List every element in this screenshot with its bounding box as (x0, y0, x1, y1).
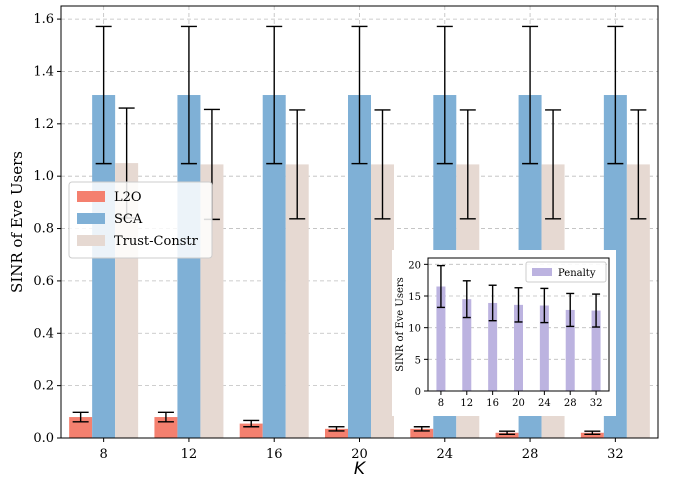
errorbar-sca-24 (436, 25, 453, 165)
x-tick-label: 16 (486, 398, 499, 409)
bar-penalty-20 (514, 304, 523, 391)
errorbar-l2o-12 (157, 411, 174, 423)
y-tick-label: 5 (415, 355, 421, 366)
inset-legend-swatch (532, 268, 552, 276)
errorbar-penalty-24 (540, 287, 549, 324)
y-tick-label: 1.0 (33, 169, 54, 184)
y-tick-label: 1.2 (33, 117, 54, 132)
x-tick-label: 12 (181, 447, 198, 462)
errorbar-l2o-16 (243, 419, 260, 428)
x-tick-label: 12 (460, 398, 473, 409)
errorbar-trust-constr-32 (630, 109, 647, 220)
errorbar-trust-constr-24 (459, 109, 476, 220)
inset-legend-box (525, 261, 607, 283)
y-tick-label: 10 (408, 324, 421, 335)
inset-x-ticks: 8 12 16 20 24 28 32 (438, 391, 603, 409)
main-y-axis-label: SINR of Eve Users (8, 151, 26, 293)
errorbar-sca-28 (522, 25, 539, 165)
inset-legend: Penalty (525, 261, 607, 283)
legend-label: SCA (114, 212, 143, 227)
bar-trust-constr-20 (371, 164, 394, 438)
bar-penalty-16 (488, 302, 498, 391)
errorbar-l2o-32 (584, 430, 601, 436)
legend-swatch (77, 213, 105, 224)
errorbar-l2o-8 (72, 411, 89, 423)
errorbar-sca-32 (607, 25, 624, 165)
errorbar-sca-12 (180, 25, 197, 165)
errorbar-sca-8 (95, 25, 112, 165)
y-tick-label: 0.2 (33, 379, 54, 394)
inset-chart: 0 5 10 15 20 8 12 16 20 24 28 32 SINR of Eve Users… (392, 250, 616, 416)
legend-swatch (77, 235, 105, 246)
inset-legend-label: Penalty (558, 268, 596, 279)
inset-bars (436, 286, 601, 391)
inset-y-ticks: 0 5 10 15 20 (408, 260, 428, 398)
y-tick-label: 0.6 (33, 274, 54, 289)
legend-swatch (77, 191, 105, 202)
main-y-ticks: 0.0 0.2 0.4 0.6 0.8 1.0 1.2 1.4 1.6 (33, 12, 61, 446)
x-tick-label: 28 (522, 447, 539, 462)
x-tick-label: 20 (512, 398, 525, 409)
bar-penalty-8 (436, 286, 446, 391)
main-errorbars (72, 25, 647, 436)
bar-penalty-32 (591, 310, 601, 391)
y-tick-label: 0.4 (33, 326, 54, 341)
errorbar-penalty-32 (592, 293, 601, 328)
x-tick-label: 20 (351, 447, 368, 462)
legend-label: L2O (114, 190, 142, 205)
main-legend: L2O SCA Trust-Constr (68, 181, 213, 259)
x-tick-label: 8 (100, 447, 108, 462)
errorbar-penalty-8 (436, 264, 445, 309)
x-tick-label: 24 (437, 447, 454, 462)
inset-errorbars (436, 264, 601, 328)
errorbar-sca-20 (351, 25, 368, 165)
y-tick-label: 1.4 (33, 64, 54, 79)
y-tick-label: 0.8 (33, 222, 54, 237)
bar-l2o-32 (580, 432, 604, 438)
x-tick-label: 16 (266, 447, 283, 462)
main-x-axis-label: K (354, 459, 367, 479)
bar-trust-constr-16 (285, 164, 309, 438)
y-tick-label: 15 (408, 292, 421, 303)
errorbar-penalty-28 (566, 292, 575, 328)
errorbar-sca-16 (266, 25, 283, 165)
bar-l2o-28 (495, 432, 519, 438)
errorbar-penalty-20 (514, 287, 523, 323)
bar-sca-20 (348, 95, 371, 438)
x-tick-label: 28 (564, 398, 577, 409)
bar-penalty-12 (462, 299, 472, 391)
inset-y-axis-label: SINR of Eve Users (395, 277, 406, 372)
x-tick-label: 24 (538, 398, 551, 409)
legend-label: Trust-Constr (114, 234, 199, 249)
errorbar-l2o-20 (328, 426, 345, 432)
y-tick-label: 0.0 (33, 431, 54, 446)
y-tick-label: 0 (415, 387, 421, 398)
errorbar-penalty-12 (462, 280, 471, 319)
errorbar-trust-constr-28 (545, 109, 562, 220)
errorbar-penalty-16 (488, 284, 497, 322)
bar-sca-12 (177, 95, 201, 438)
x-tick-label: 32 (590, 398, 603, 409)
errorbar-trust-constr-16 (289, 109, 306, 220)
bar-l2o-20 (325, 428, 348, 438)
bar-sca-16 (262, 95, 286, 438)
bar-sca-8 (92, 95, 116, 438)
x-tick-label: 32 (607, 447, 624, 462)
bar-trust-constr-32 (626, 164, 650, 438)
y-tick-label: 20 (408, 260, 421, 271)
bar-penalty-24 (539, 305, 549, 391)
x-tick-label: 8 (438, 398, 444, 409)
y-tick-label: 1.6 (33, 12, 54, 27)
errorbar-trust-constr-20 (374, 109, 391, 220)
main-bars (69, 95, 650, 438)
errorbar-l2o-24 (413, 426, 430, 432)
bar-l2o-24 (410, 428, 434, 438)
main-x-ticks: 8 12 16 20 24 28 32 (100, 438, 624, 462)
errorbar-l2o-28 (499, 430, 516, 436)
bar-penalty-28 (565, 309, 575, 391)
